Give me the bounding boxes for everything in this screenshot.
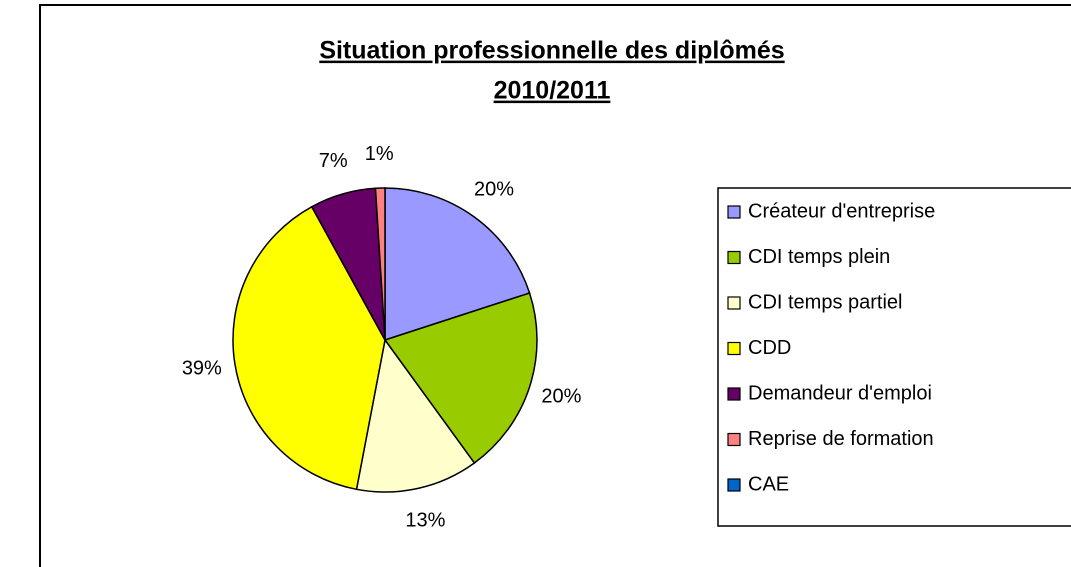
pie-slice bbox=[383, 292, 538, 465]
legend-swatch bbox=[727, 250, 741, 265]
data-label: 1% bbox=[365, 143, 394, 165]
data-label: 39% bbox=[182, 357, 222, 379]
data-label: 7% bbox=[319, 150, 348, 172]
legend-swatch bbox=[727, 296, 741, 310]
data-label: 13% bbox=[405, 509, 445, 531]
legend-swatch bbox=[727, 205, 741, 219]
legend-swatch bbox=[727, 432, 741, 447]
pie-slice bbox=[355, 338, 476, 493]
data-label: 20% bbox=[541, 386, 581, 408]
chart-title: Situation professionnelle des diplômés bbox=[319, 37, 784, 65]
pie-slice bbox=[232, 205, 386, 491]
legend-label: Créateur d'entreprise bbox=[748, 200, 935, 222]
pie-slice bbox=[374, 187, 386, 341]
legend-swatch bbox=[727, 387, 741, 401]
legend-box bbox=[717, 187, 1071, 527]
legend-swatch bbox=[727, 341, 741, 356]
legend-label: CDI temps plein bbox=[748, 246, 890, 268]
legend-swatch bbox=[727, 478, 741, 492]
data-label: 20% bbox=[474, 178, 514, 200]
legend-label: CDI temps partiel bbox=[748, 291, 903, 313]
legend-label: CAE bbox=[748, 473, 789, 495]
legend-label: CDD bbox=[748, 337, 791, 359]
legend-label: Reprise de formation bbox=[748, 428, 934, 450]
legend-label: Demandeur d'emploi bbox=[748, 382, 932, 404]
pie-slice bbox=[384, 187, 531, 342]
chart-title: 2010/2011 bbox=[494, 77, 611, 105]
